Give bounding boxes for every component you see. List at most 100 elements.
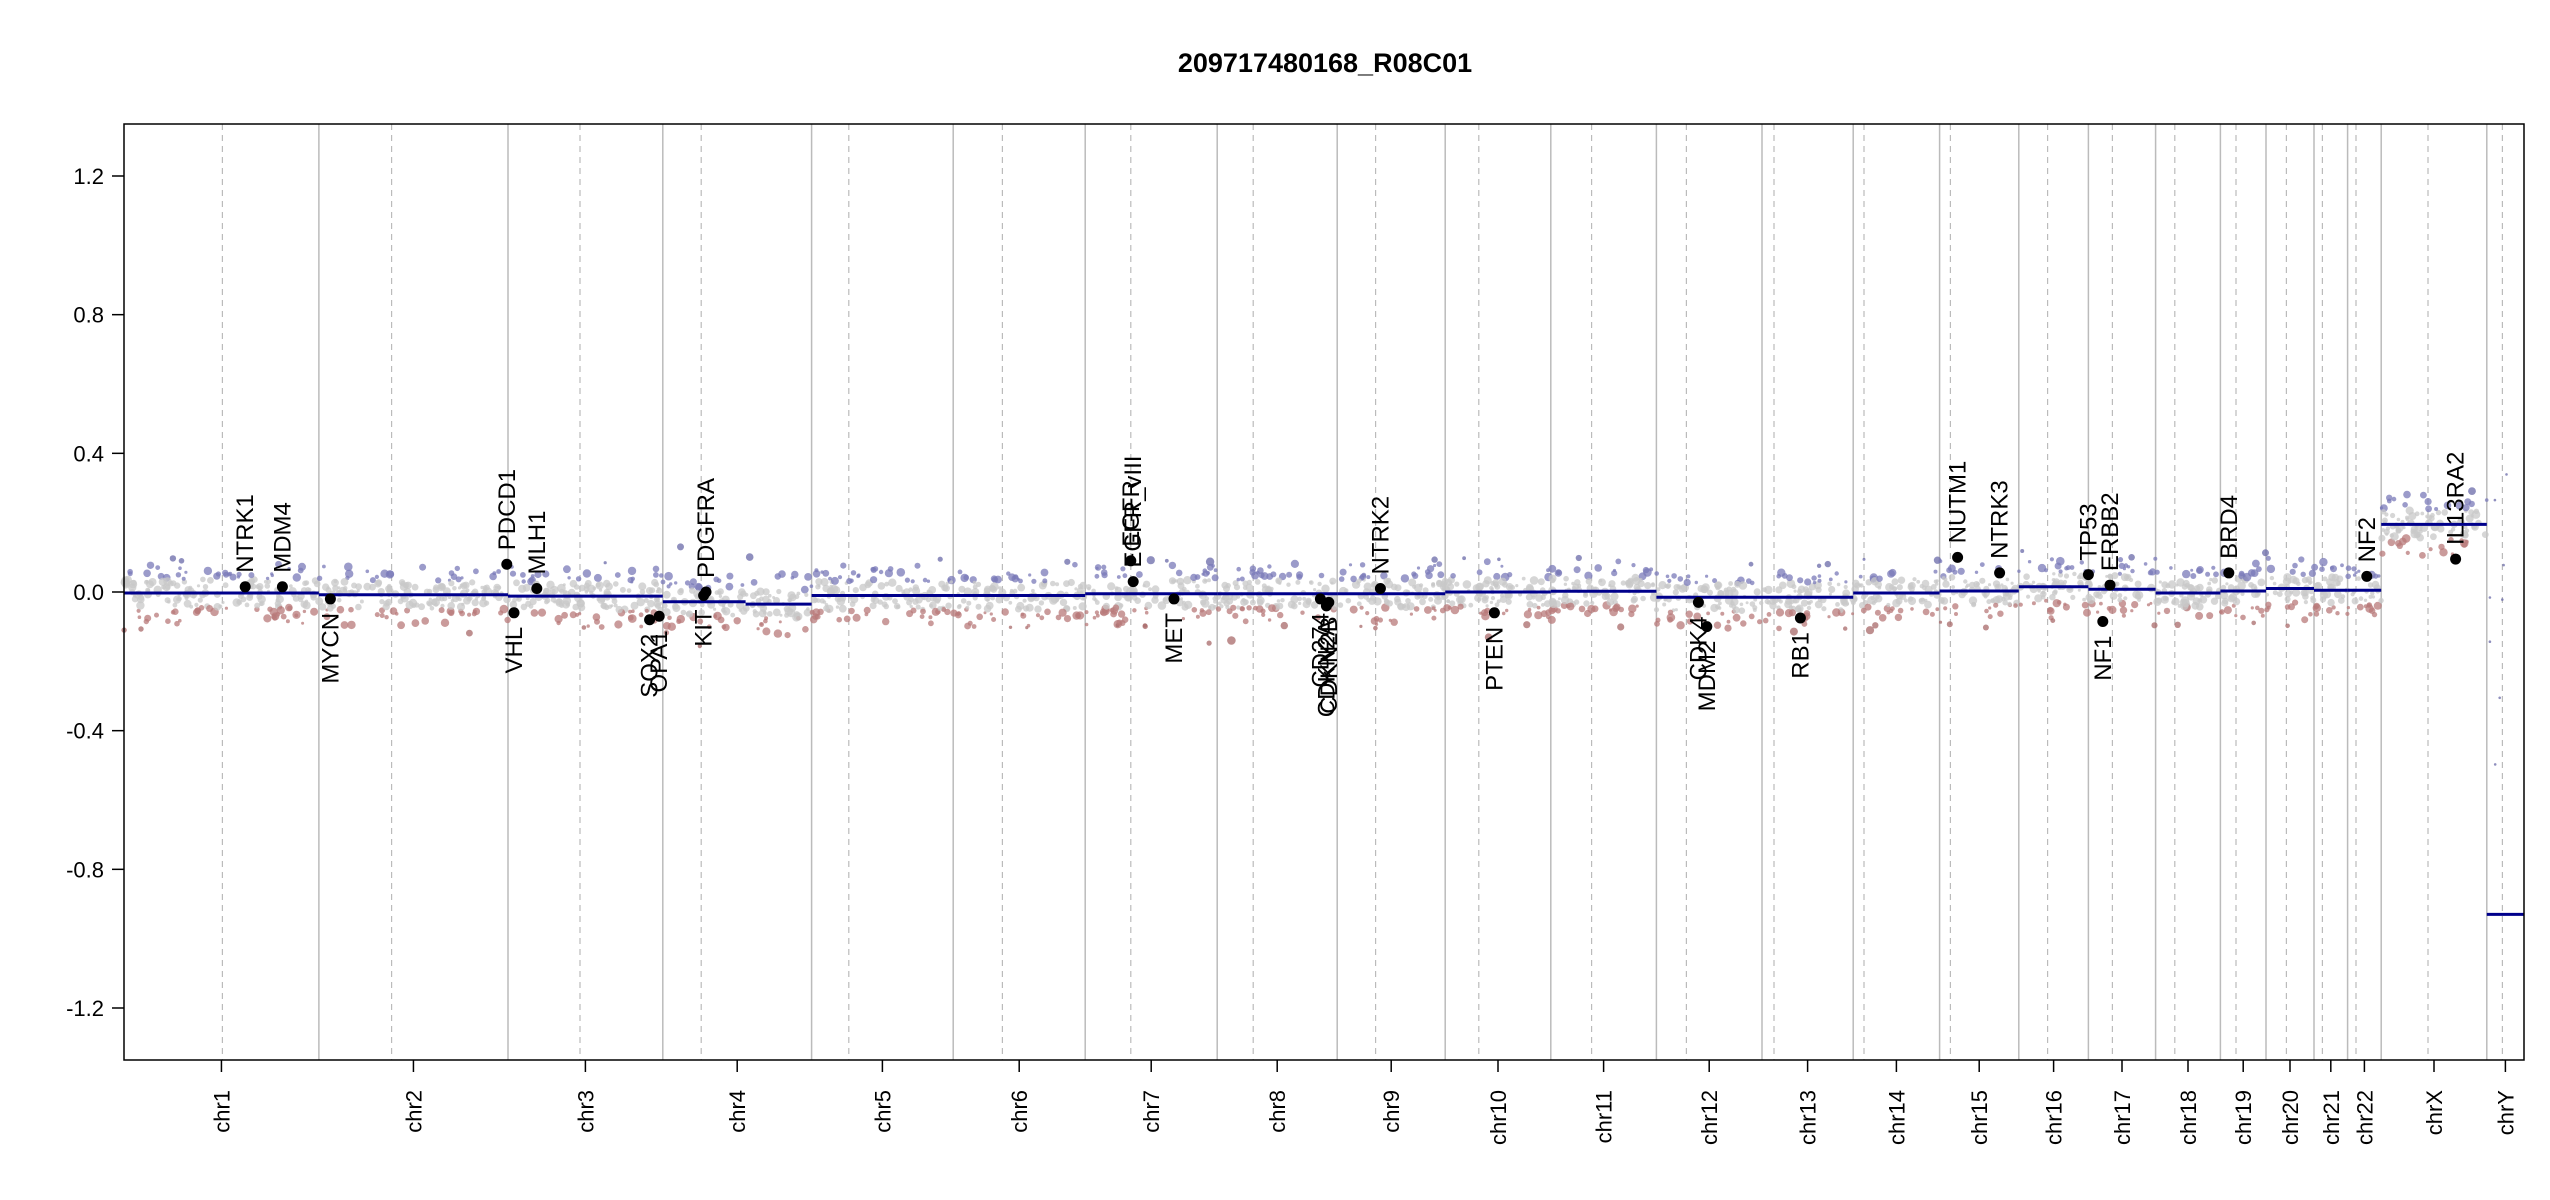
probe-point: [143, 569, 151, 578]
probe-point: [1631, 563, 1636, 568]
probe-point: [1356, 581, 1360, 585]
probe-point: [2326, 607, 2333, 614]
probe-point: [421, 617, 430, 625]
probe-point: [1540, 610, 1548, 618]
probe-point: [1762, 617, 1769, 624]
probe-point: [138, 626, 144, 632]
probe-point: [1685, 610, 1693, 618]
probe-point: [1753, 588, 1761, 596]
probe-point: [266, 579, 272, 584]
gene-label: MYCN: [317, 613, 344, 684]
probe-point: [989, 612, 993, 616]
chromosome-label: chrX: [2422, 1090, 2447, 1136]
probe-point: [1793, 597, 1800, 604]
probe-point: [1844, 580, 1848, 584]
probe-point: [2283, 573, 2292, 582]
probe-point: [275, 598, 280, 603]
probe-point: [1705, 574, 1709, 578]
probe-point: [967, 620, 973, 626]
probe-point: [1116, 575, 1121, 579]
probe-point: [603, 579, 611, 588]
probe-point: [2501, 598, 2504, 601]
probe-point: [2162, 595, 2169, 602]
probe-point: [733, 617, 741, 625]
probe-point: [2383, 519, 2387, 524]
probe-point: [1482, 580, 1490, 588]
probe-point: [928, 615, 933, 620]
probe-point: [1997, 610, 2004, 617]
gene-label: CD274: [1307, 613, 1334, 688]
probe-point: [2311, 563, 2319, 571]
probe-point: [1653, 607, 1660, 613]
probe-point: [1431, 615, 1437, 621]
gene-label: PDCD1: [494, 469, 521, 550]
gene-marker: [1701, 621, 1713, 633]
probe-point: [174, 582, 181, 589]
probe-point: [456, 602, 466, 611]
probe-point: [577, 612, 582, 616]
probe-point: [2254, 592, 2260, 598]
probe-point: [1952, 569, 1958, 575]
probe-point: [1941, 576, 1946, 581]
probe-point: [643, 598, 649, 603]
probe-point: [1035, 613, 1041, 618]
probe-point: [1074, 587, 1078, 591]
probe-point: [1436, 579, 1443, 586]
probe-point: [1664, 583, 1669, 589]
gene-label: IL13RA2: [2443, 452, 2470, 545]
probe-point: [2210, 597, 2219, 605]
probe-point: [1268, 604, 1276, 612]
probe-point: [1644, 582, 1652, 590]
probe-point: [1195, 583, 1200, 589]
probe-point: [2481, 531, 2489, 538]
probe-point: [1013, 574, 1019, 580]
probe-point: [1667, 616, 1673, 623]
probe-point: [1242, 585, 1248, 591]
probe-point: [762, 627, 771, 636]
probe-point: [1628, 604, 1637, 613]
probe-point: [2153, 556, 2158, 561]
probe-point: [1840, 598, 1848, 606]
probe-point: [248, 572, 255, 579]
probe-point: [1446, 599, 1450, 603]
probe-point: [379, 613, 385, 618]
probe-point: [628, 609, 632, 614]
probe-point: [1092, 615, 1097, 620]
gene-marker: [2097, 615, 2109, 627]
probe-point: [1072, 561, 1078, 568]
probe-point: [776, 588, 782, 595]
probe-point: [203, 566, 213, 576]
probe-point: [627, 566, 637, 576]
probe-point: [1295, 579, 1301, 585]
probe-point: [1101, 564, 1107, 570]
gene-label: SOX2: [637, 634, 664, 698]
probe-point: [947, 575, 956, 585]
probe-point: [442, 596, 448, 602]
probe-point: [1366, 575, 1371, 580]
probe-point: [2064, 566, 2069, 571]
probe-point: [418, 603, 425, 611]
probe-point: [1436, 561, 1443, 567]
probe-point: [1718, 601, 1722, 606]
probe-point: [1892, 599, 1901, 608]
probe-point: [662, 603, 668, 609]
probe-point: [178, 558, 185, 564]
probe-point: [1267, 618, 1272, 622]
probe-point: [2163, 607, 2171, 615]
probe-point: [1759, 600, 1764, 606]
probe-point: [1872, 622, 1879, 629]
probe-point: [2462, 504, 2470, 512]
gene-marker: [700, 586, 712, 598]
probe-point: [467, 612, 472, 617]
probe-point: [1134, 597, 1141, 604]
probe-point: [1168, 561, 1177, 570]
probe-point: [123, 575, 132, 584]
probe-point: [1897, 576, 1906, 584]
probe-point: [1181, 586, 1187, 592]
probe-point: [1578, 605, 1586, 613]
probe-point: [1933, 569, 1938, 574]
probe-point: [2219, 610, 2223, 614]
probe-point: [706, 624, 712, 629]
probe-point: [275, 560, 282, 568]
probe-point: [438, 583, 445, 590]
